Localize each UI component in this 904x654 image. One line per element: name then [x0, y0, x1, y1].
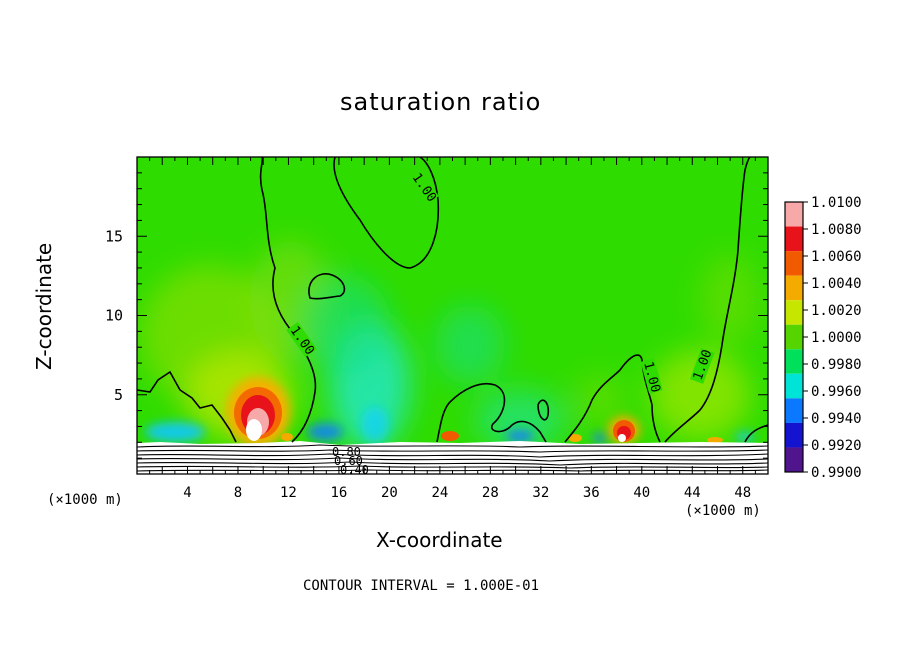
- y-tick-label: 15: [105, 227, 123, 245]
- chart-title: saturation ratio: [340, 88, 542, 116]
- lower-layer: [137, 441, 768, 474]
- x-tick-label: 20: [381, 485, 398, 501]
- colorbar-swatch: [785, 373, 803, 399]
- colorbar-swatch: [785, 226, 803, 252]
- x-tick-label: 44: [684, 485, 701, 501]
- colorbar-swatch: [785, 324, 803, 350]
- x-unit-right: (×1000 m): [685, 503, 761, 519]
- colorbar-label: 1.0000: [811, 330, 862, 346]
- colorbar-swatch: [785, 422, 803, 448]
- colorbar-label: 1.0080: [811, 222, 862, 238]
- x-tick-label: 40: [633, 485, 650, 501]
- y-axis: 5 10 15: [105, 172, 768, 459]
- contour-1-00: [137, 157, 768, 443]
- x-tick-label: 48: [734, 485, 751, 501]
- y-tick-label: 5: [114, 386, 123, 404]
- colorbar-swatch: [785, 398, 803, 423]
- x-tick-label: 16: [330, 485, 347, 501]
- colorbar-swatch: [785, 447, 803, 472]
- colorbar: 1.0100 1.0080 1.0060 1.0040 1.0020 1.0000 0.99…: [784, 195, 862, 481]
- colorbar-swatch: [785, 300, 803, 325]
- contour-label: 0.40: [340, 463, 369, 477]
- colorbar-label: 1.0100: [811, 195, 862, 211]
- x-tick-label: 36: [583, 485, 600, 501]
- colorbar-label: 0.9960: [811, 384, 862, 400]
- plume-left: [226, 377, 290, 447]
- contour-label: 0.60: [334, 454, 363, 468]
- colorbar-swatch: [785, 349, 803, 374]
- y-tick-label: 10: [105, 307, 123, 325]
- x-tick-label: 28: [482, 485, 499, 501]
- x-axis-label: X-coordinate: [376, 528, 503, 552]
- x-tick-label: 24: [431, 485, 448, 501]
- y-axis-label: Z-coordinate: [32, 242, 56, 370]
- colorbar-label: 1.0060: [811, 249, 862, 265]
- colorbar-label: 0.9900: [811, 465, 862, 481]
- colorbar-label: 1.0040: [811, 276, 862, 292]
- saturation-field: 1.00 1.00 1.00 1.00 0.80 0.60 0.40: [137, 157, 768, 477]
- colorbar-label: 0.9980: [811, 357, 862, 373]
- colorbar-swatch: [785, 275, 803, 301]
- contour-interval: CONTOUR INTERVAL = 1.000E-01: [303, 578, 540, 594]
- x-tick-label: 32: [532, 485, 549, 501]
- lower-contours: [137, 444, 768, 472]
- x-tick-label: 4: [183, 485, 191, 501]
- x-tick-label: 12: [280, 485, 297, 501]
- x-unit-left: (×1000 m): [47, 492, 123, 508]
- colorbar-swatch: [785, 202, 803, 227]
- contour-label: 0.80: [332, 445, 361, 459]
- colorbar-label: 0.9940: [811, 411, 862, 427]
- colorbar-swatch: [785, 251, 803, 276]
- colorbar-label: 0.9920: [811, 438, 862, 454]
- x-axis: 4 8 12 16 20 24 28 32 36 40 44 48: [149, 157, 756, 501]
- plume-right: [608, 416, 640, 444]
- colorbar-label: 1.0020: [811, 303, 862, 319]
- x-tick-label: 8: [234, 485, 242, 501]
